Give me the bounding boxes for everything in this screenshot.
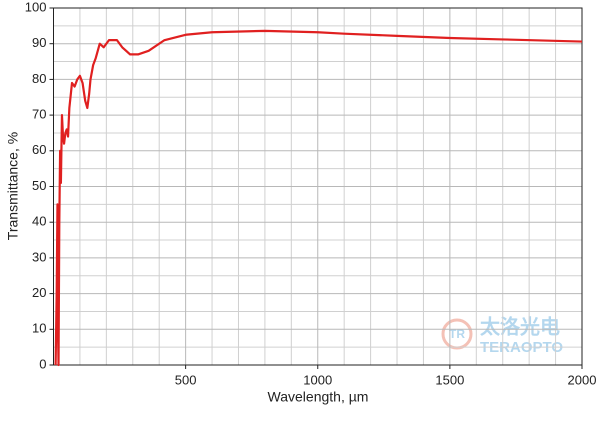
- y-tick-label: 10: [32, 321, 46, 336]
- y-tick-label: 60: [32, 142, 46, 157]
- y-axis-label: Transmittance, %: [5, 132, 21, 240]
- x-tick-label: 1000: [303, 372, 332, 387]
- x-tick-label: 2000: [568, 372, 597, 387]
- y-tick-label: 20: [32, 285, 46, 300]
- y-tick-label: 100: [25, 0, 47, 14]
- data-line: [54, 29, 583, 367]
- watermark-cn: 太洛光电: [480, 314, 560, 338]
- y-tick-label: 70: [32, 107, 46, 122]
- plot-frame: [53, 7, 583, 366]
- x-tick-label: 1500: [435, 372, 464, 387]
- y-tick-label: 50: [32, 178, 46, 193]
- y-tick-label: 0: [39, 356, 46, 371]
- y-tick-label: 30: [32, 249, 46, 264]
- watermark-logo-ring: [441, 318, 473, 350]
- x-axis-label: Wavelength, µm: [268, 389, 369, 405]
- watermark-logo: TR: [449, 327, 465, 341]
- y-tick-label: 80: [32, 71, 46, 86]
- y-tick-label: 40: [32, 214, 46, 229]
- x-tick-label: 500: [175, 372, 197, 387]
- y-tick-label: 90: [32, 35, 46, 50]
